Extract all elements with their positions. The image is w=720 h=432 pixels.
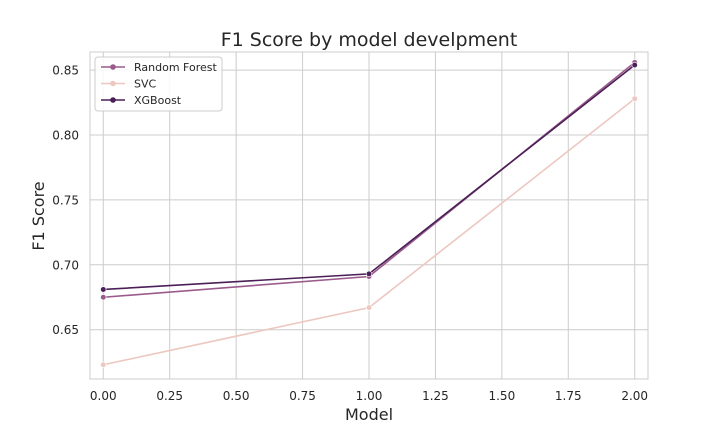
legend-swatch-marker [110,64,116,70]
data-point-svc [365,304,373,311]
legend-entry: XGBoost [101,94,182,107]
data-point-xgboost [100,286,107,293]
y-axis-title: F1 Score [29,181,48,250]
data-point-random-forest [100,294,107,301]
y-tick-label: 0.75 [52,193,79,207]
x-axis-title: Model [345,405,393,424]
legend: Random Forest SVC XGBoost [94,56,223,112]
legend-entry: Random Forest [101,61,217,74]
plot-border [89,51,649,380]
chart-title: F1 Score by model develpment [221,29,518,51]
data-point-svc [100,361,107,368]
y-tick-label: 0.70 [52,258,79,272]
x-tick-label: 1.00 [356,389,383,403]
x-tick-label: 2.00 [621,389,648,403]
x-tick-label: 1.50 [488,389,515,403]
legend-label: XGBoost [134,94,182,107]
legend-box [94,56,223,112]
legend-label: SVC [134,78,157,91]
y-tick-label: 0.80 [52,129,79,143]
data-point-xgboost [365,270,373,277]
x-tick-label: 0.75 [289,389,316,403]
legend-label: Random Forest [134,61,217,74]
series-xgboost [100,61,638,293]
y-tick-label: 0.85 [52,64,79,78]
x-axis: 0.00 0.25 0.50 0.75 1.00 1.25 1.50 1.75 2.00 [90,389,648,403]
legend-entry: SVC [101,78,157,91]
x-tick-label: 0.00 [90,389,117,403]
x-tick-label: 0.25 [156,389,183,403]
legend-swatch-marker [110,97,116,103]
x-tick-label: 1.75 [555,389,582,403]
grid [90,52,648,379]
series-layer [100,59,638,368]
data-point-xgboost [631,61,638,69]
legend-swatch-marker [110,80,116,87]
x-tick-label: 0.50 [223,389,250,403]
series-svc [100,95,638,368]
plot-frame [89,51,649,380]
data-point-svc [631,95,638,102]
y-axis: 0.65 0.70 0.75 0.80 0.85 [52,64,79,338]
x-tick-label: 1.25 [422,389,449,403]
y-tick-label: 0.65 [52,323,79,337]
